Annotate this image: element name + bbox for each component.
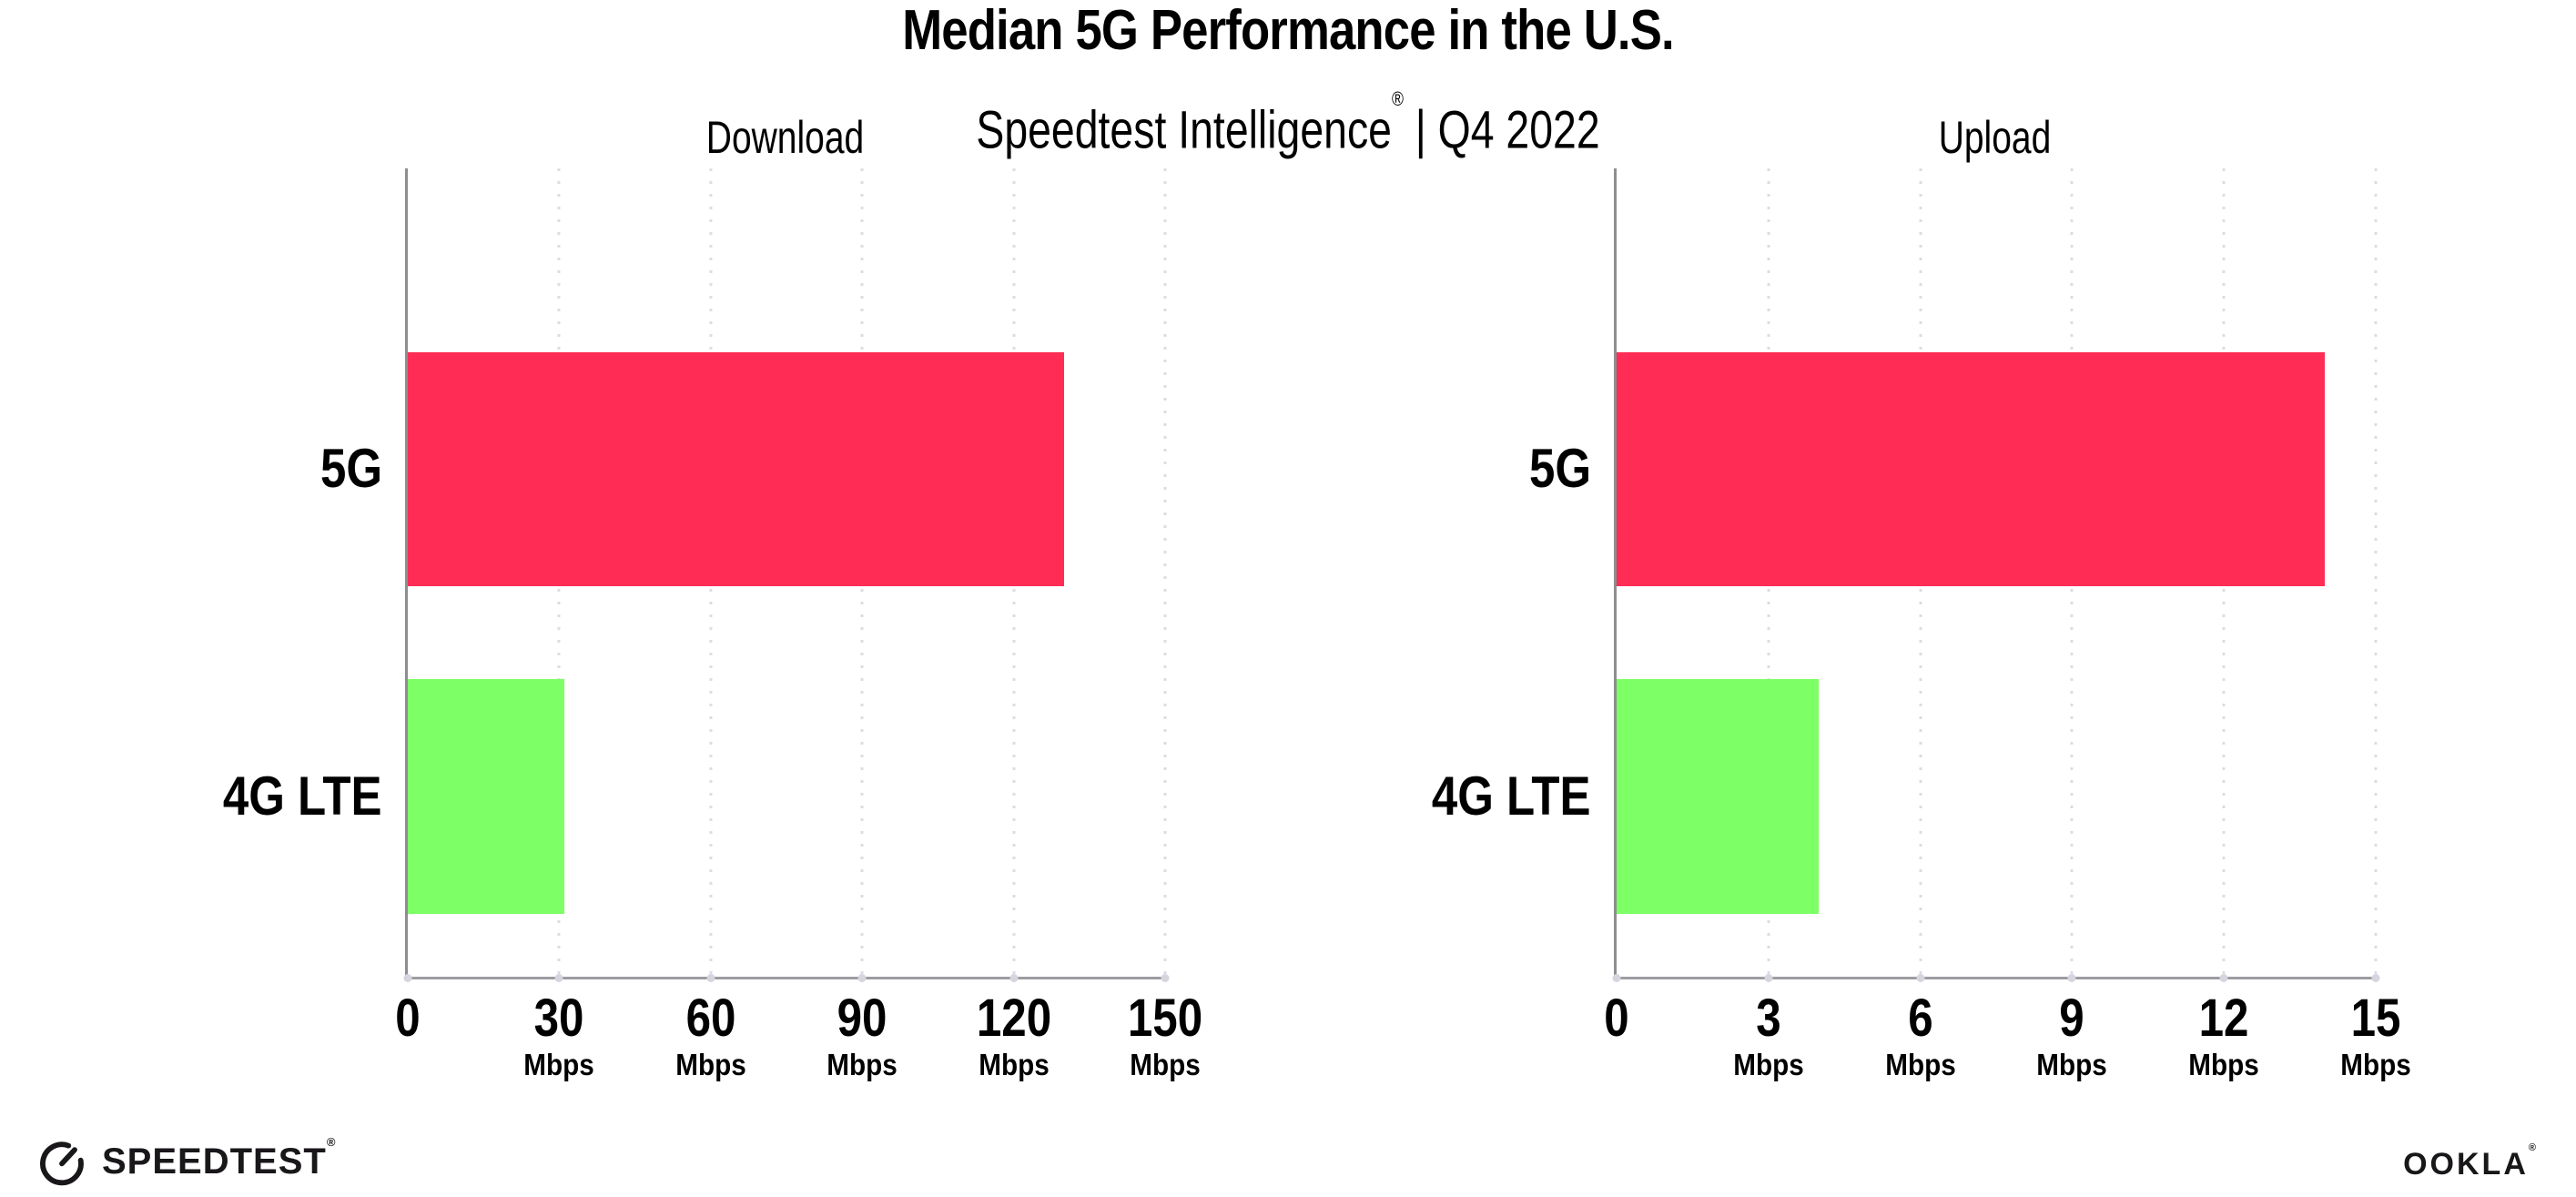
x-tick-value: 12	[2198, 989, 2249, 1048]
x-tick-unit: Mbps	[978, 1048, 1050, 1081]
speedtest-wordmark: SPEEDTEST®	[102, 1136, 336, 1182]
x-tick-value: 3	[1756, 989, 1781, 1048]
x-tick-value: 9	[2059, 989, 2085, 1048]
axis-tick-dot-3	[1764, 974, 1773, 982]
category-label-4g-lte: 4G LTE	[223, 765, 382, 827]
5g-bar	[1617, 351, 2326, 587]
5g-bar	[408, 351, 1065, 587]
x-tick-value: 60	[685, 989, 736, 1048]
ookla-logo: OOKLA®	[2403, 1142, 2536, 1182]
x-tick-9: 9 Mbps	[1972, 991, 2172, 1082]
axis-tick-dot-150	[1161, 974, 1170, 982]
axis-tick-dot-6	[1916, 974, 1925, 982]
axis-tick-dot-9	[2067, 974, 2076, 982]
x-tick-15: 15 Mbps	[2276, 991, 2476, 1082]
x-tick-12: 12 Mbps	[2124, 991, 2324, 1082]
x-tick-unit: Mbps	[1884, 1048, 1956, 1081]
axis-tick-dot-0	[403, 974, 412, 982]
x-tick-unit: Mbps	[1733, 1048, 1804, 1081]
x-tick-90: 90 Mbps	[762, 991, 962, 1082]
x-tick-unit: Mbps	[2188, 1048, 2259, 1081]
x-tick-120: 120 Mbps	[914, 991, 1114, 1082]
category-label-5g: 5G	[1528, 438, 1591, 500]
axis-tick-dot-15	[2371, 974, 2380, 982]
upload-chart: Upload 0 3 Mbps 6 Mbps 9 Mbps 12 Mbps 15 Mbps 5G 4G …	[1432, 114, 2411, 1081]
upload-plot-area: 0 3 Mbps 6 Mbps 9 Mbps 12 Mbps 15 Mbps 5G 4G LTE	[1432, 168, 2411, 1081]
x-tick-value: 15	[2350, 989, 2401, 1048]
x-tick-0: 0	[308, 991, 508, 1046]
category-label-5g: 5G	[319, 438, 382, 500]
x-tick-0: 0	[1516, 991, 1717, 1046]
axis-tick-dot-12	[2219, 974, 2228, 982]
subtitle-separator: |	[1415, 100, 1426, 160]
gridline-15	[2374, 168, 2378, 977]
ookla-label: OOKLA	[2403, 1147, 2529, 1182]
x-tick-unit: Mbps	[1130, 1048, 1201, 1081]
x-tick-150: 150 Mbps	[1065, 991, 1265, 1082]
x-tick-30: 30 Mbps	[459, 991, 659, 1082]
gridline-150	[1163, 168, 1167, 977]
speedtest-label: SPEEDTEST	[102, 1141, 327, 1182]
x-tick-60: 60 Mbps	[611, 991, 811, 1082]
x-tick-6: 6 Mbps	[1820, 991, 2021, 1082]
x-tick-value: 120	[976, 989, 1051, 1048]
subtitle-product: Speedtest Intelligence	[976, 100, 1392, 160]
ookla-registered-mark: ®	[2528, 1141, 2536, 1153]
download-chart-title: Download	[705, 112, 865, 163]
x-tick-value: 90	[837, 989, 887, 1048]
speedtest-gauge-icon	[40, 1141, 84, 1186]
page-title: Median 5G Performance in the U.S.	[902, 0, 1674, 62]
upload-chart-title: Upload	[1938, 112, 2052, 163]
axis-tick-dot-120	[1009, 974, 1019, 982]
page-subtitle: Speedtest Intelligence® | Q4 2022	[258, 87, 2318, 160]
x-tick-value: 150	[1127, 989, 1203, 1048]
x-tick-unit: Mbps	[675, 1048, 746, 1081]
x-tick-value: 0	[1604, 989, 1629, 1048]
registered-mark: ®	[1391, 87, 1404, 110]
download-chart: Download 0 30 Mbps 60 Mbps 90 Mbps 120 Mbps 150 Mb…	[223, 114, 1202, 1081]
x-tick-unit: Mbps	[827, 1048, 898, 1081]
x-tick-value: 0	[395, 989, 421, 1048]
x-tick-unit: Mbps	[2036, 1048, 2108, 1081]
x-tick-value: 6	[1907, 989, 1933, 1048]
speedtest-logo: SPEEDTEST®	[36, 1136, 336, 1187]
x-tick-unit: Mbps	[523, 1048, 595, 1081]
speedtest-registered-mark: ®	[326, 1134, 337, 1149]
axis-tick-dot-30	[554, 974, 563, 982]
axis-tick-dot-90	[857, 974, 867, 982]
x-tick-value: 30	[533, 989, 584, 1048]
axis-tick-dot-60	[706, 974, 715, 982]
axis-tick-dot-0	[1612, 974, 1621, 982]
x-tick-unit: Mbps	[2340, 1048, 2411, 1081]
4g-lte-bar	[1617, 679, 1820, 914]
subtitle-period: Q4 2022	[1437, 100, 1600, 160]
4g-lte-bar	[408, 679, 564, 914]
download-plot-area: 0 30 Mbps 60 Mbps 90 Mbps 120 Mbps 150 Mbps 5G 4G LT…	[223, 168, 1202, 1081]
category-label-4g-lte: 4G LTE	[1432, 765, 1591, 827]
x-tick-3: 3 Mbps	[1668, 991, 1869, 1082]
